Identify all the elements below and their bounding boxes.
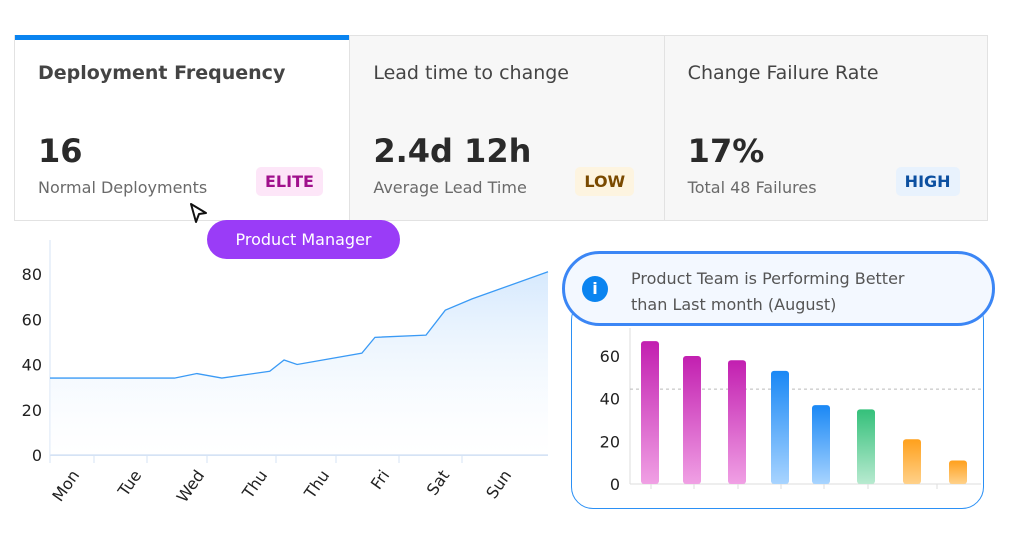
status-badge: LOW: [575, 167, 635, 196]
status-badge: ELITE: [256, 167, 323, 196]
x-tick-label: Sat: [423, 466, 454, 498]
callout-message: Product Team is Performing Better than L…: [631, 266, 905, 318]
metric-cards: Deployment Frequency 16 Normal Deploymen…: [14, 35, 988, 221]
y-tick-label: 20: [22, 401, 42, 420]
card-deployment-frequency[interactable]: Deployment Frequency 16 Normal Deploymen…: [15, 35, 351, 220]
x-tick-label: Wed: [173, 466, 209, 505]
y-tick-label: 0: [32, 446, 42, 465]
status-badge: HIGH: [895, 167, 960, 196]
x-tick-label: Thu: [238, 466, 271, 502]
y-tick-label: 40: [600, 390, 620, 409]
card-value: 2.4d 12h: [373, 132, 532, 170]
callout-line-1: Product Team is Performing Better: [631, 269, 905, 288]
active-indicator: [15, 35, 350, 40]
x-tick-label: Thu: [300, 466, 333, 502]
y-tick-label: 60: [600, 347, 620, 366]
callout-line-2: than Last month (August): [631, 295, 837, 314]
y-tick-label: 80: [22, 265, 42, 284]
y-tick-label: 0: [610, 475, 620, 494]
line-chart: 0 20 40 60 80 Mon Tue Wed Thu Thu Fri Sat Sun: [22, 240, 549, 506]
card-title: Change Failure Rate: [687, 62, 879, 84]
bar: [683, 356, 701, 484]
bar: [771, 370, 789, 484]
x-tick-label: Mon: [48, 466, 83, 505]
card-value: 17%: [687, 132, 765, 170]
role-tooltip[interactable]: Product Manager: [207, 220, 400, 259]
y-tick-label: 20: [600, 432, 620, 451]
bar: [812, 405, 830, 484]
bar: [857, 409, 875, 484]
y-tick-label: 40: [22, 356, 42, 375]
card-subtitle: Average Lead Time: [373, 178, 527, 197]
card-subtitle: Normal Deployments: [38, 178, 208, 197]
performance-callout: i Product Team is Performing Better than…: [562, 251, 995, 326]
card-subtitle: Total 48 Failures: [687, 178, 817, 197]
bar: [949, 460, 967, 484]
bar: [728, 360, 746, 484]
area-fill: [50, 271, 548, 455]
x-tick-label: Sun: [482, 466, 515, 502]
mouse-cursor-icon: [190, 203, 207, 223]
x-tick-label: Tue: [113, 466, 145, 500]
card-title: Lead time to change: [373, 62, 569, 84]
bar-chart: 0 20 40 60: [600, 328, 981, 494]
card-change-failure-rate[interactable]: Change Failure Rate 17% Total 48 Failure…: [664, 36, 987, 220]
card-lead-time[interactable]: Lead time to change 2.4d 12h Average Lea…: [350, 36, 665, 220]
bar: [641, 341, 659, 484]
x-tick-label: Fri: [367, 466, 393, 493]
card-value: 16: [38, 132, 83, 170]
y-tick-label: 60: [22, 310, 42, 329]
info-icon: i: [582, 276, 608, 302]
card-title: Deployment Frequency: [38, 62, 286, 84]
bar: [903, 439, 921, 484]
series-line: [50, 271, 549, 379]
